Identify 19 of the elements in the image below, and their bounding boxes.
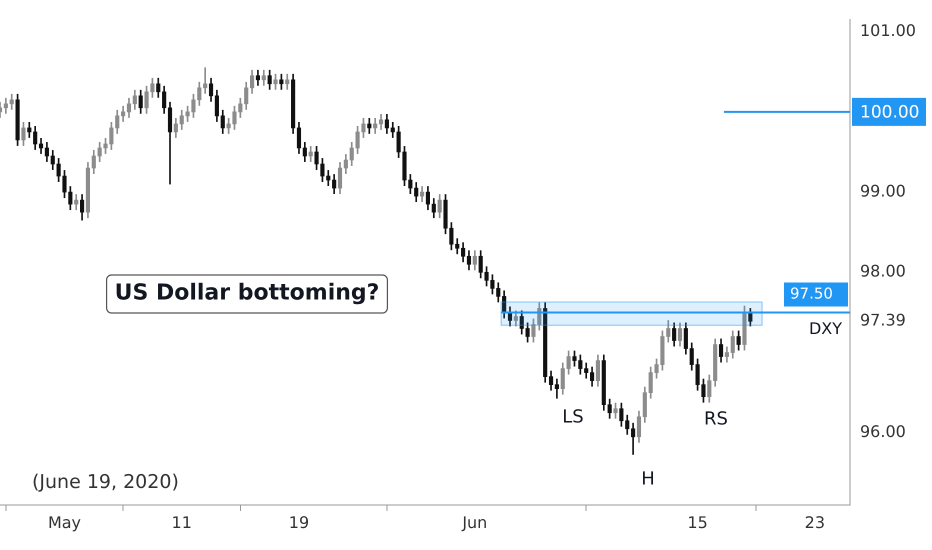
x-tick-label: 15 [687, 512, 708, 532]
annotation: H [641, 468, 655, 490]
x-tick-label: 23 [804, 512, 826, 532]
annotation: LS [562, 406, 584, 428]
y-tick-label: 97.39 [860, 310, 906, 330]
annotation: RS [704, 408, 728, 430]
annotation: (June 19, 2020) [32, 470, 179, 493]
y-tick-label: 98.00 [860, 261, 906, 280]
annotation: DXY [808, 319, 842, 338]
x-tick-label: Jun [461, 512, 488, 532]
x-tick-label: 11 [172, 512, 192, 532]
y-tick-label: 96.00 [860, 422, 906, 441]
y-tick-label: 99.00 [860, 181, 906, 200]
annotation: US Dollar bottoming? [114, 280, 380, 306]
x-tick-label: 19 [288, 512, 310, 532]
ref-line-label: 97.50 [790, 284, 833, 302]
x-tick-label: May [48, 512, 82, 532]
y-tick-label: 101.00 [860, 20, 916, 40]
ref-line-label: 100.00 [860, 102, 920, 122]
